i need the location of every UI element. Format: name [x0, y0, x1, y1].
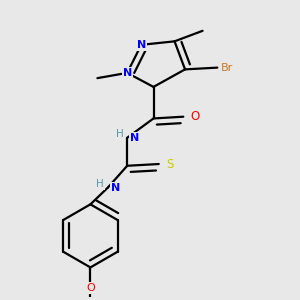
Text: N: N — [136, 40, 146, 50]
Text: O: O — [190, 110, 200, 123]
Text: Br: Br — [221, 63, 233, 73]
Text: S: S — [167, 158, 174, 170]
Text: N: N — [130, 133, 140, 143]
Text: O: O — [86, 283, 95, 293]
Text: N: N — [123, 68, 132, 78]
Text: H: H — [96, 179, 104, 189]
Text: H: H — [116, 129, 123, 139]
Text: N: N — [111, 182, 120, 193]
